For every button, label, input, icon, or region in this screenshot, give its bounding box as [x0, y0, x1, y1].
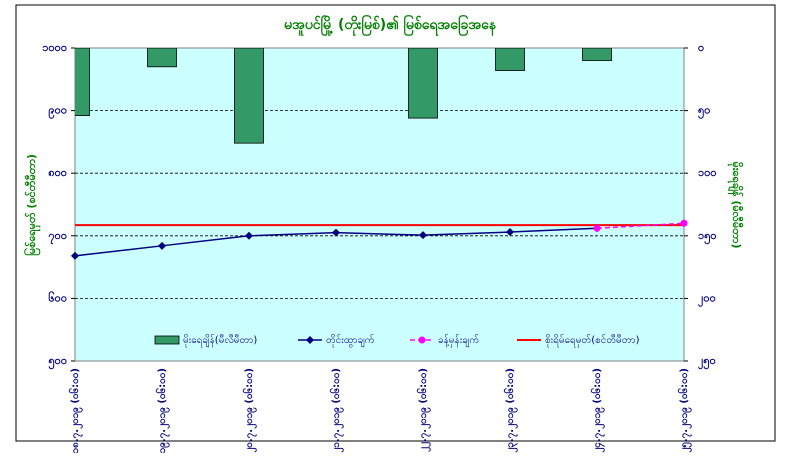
x-tick-label: ၂၀.၇.၂၀၁၉ (၀၆:၀၀): [242, 368, 258, 453]
bar: [408, 48, 438, 119]
y2-tick-label: ၁၀၀: [698, 166, 717, 179]
y-tick-label: ၇၀၀: [48, 229, 67, 245]
bar: [495, 48, 525, 71]
x-tick-label: ၂၄.၇.၂၀၁၉ (၀၆:၀၀): [590, 368, 606, 453]
legend-label: စိုးရိမ်ရေမှတ်(စင်တီမီတာ): [545, 333, 640, 348]
marker: [680, 219, 688, 227]
x-tick-label: ၁၉.၇.၂၀၁၉ (၀၆:၀၀): [155, 368, 171, 453]
legend-swatch: [154, 335, 180, 345]
line: [596, 222, 685, 230]
marker: [419, 231, 427, 240]
marker: [71, 251, 79, 260]
bar: [234, 48, 264, 144]
chart-title: မအူပင်မြို့ (တိုးမြစ်)၏ မြစ်ရေအခြေအနေ: [284, 15, 497, 36]
x-tick-label: ၂၅.၇.၂၀၁၉ (၀၆:၀၀): [677, 368, 693, 453]
marker: [158, 241, 166, 250]
y2-tick-label: ၀: [698, 41, 704, 54]
marker: [593, 224, 601, 232]
legend-label: တိုင်းထွာချက်: [326, 333, 375, 348]
y-axis-label: မြစ်ရေမှတ် (စင်တီမီတာ): [23, 154, 41, 256]
y2-tick-label: ၂၀၀: [698, 291, 716, 307]
marker: [332, 228, 340, 237]
legend-marker: [306, 336, 314, 344]
y2-tick-label: ၅၀: [698, 104, 710, 120]
bar: [75, 48, 90, 117]
marker: [245, 231, 253, 240]
x-tick-label: ၂၂.၇.၂၀၁၉ (၀၆:၀၀): [416, 368, 432, 452]
legend-label: ခန့်မှန်းချက်: [438, 333, 479, 348]
bar: [147, 48, 177, 68]
x-tick-label: ၁၈.၇.၂၀၁၉ (၀၆:၀၀): [68, 368, 84, 453]
y-tick-label: ၅၀၀: [48, 354, 67, 370]
plot-area: [74, 47, 685, 362]
y-tick-label: ၉၀၀: [48, 104, 67, 120]
marker: [506, 228, 514, 237]
y2-axis-label: မိုးရေချိန် (မီလီမီတာ): [727, 162, 744, 249]
legend-label: မိုးရေချိန်(မီလီမီတာ): [183, 333, 257, 348]
y-tick-label: ၆၀၀: [48, 291, 67, 304]
y2-tick-label: ၁၅၀: [698, 229, 717, 245]
x-tick-label: ၂၁.၇.၂၀၁၉ (၀၆:၀၀): [329, 368, 345, 453]
legend-marker: [418, 336, 426, 344]
bar: [582, 48, 612, 61]
y-tick-label: ၈၀၀: [48, 166, 67, 179]
x-tick-label: ၂၃.၇.၂၀၁၉ (၀၆:၀၀): [503, 368, 519, 453]
y2-tick-label: ၂၅၀: [698, 354, 716, 370]
y-tick-label: ၁၀၀၀: [42, 41, 67, 54]
